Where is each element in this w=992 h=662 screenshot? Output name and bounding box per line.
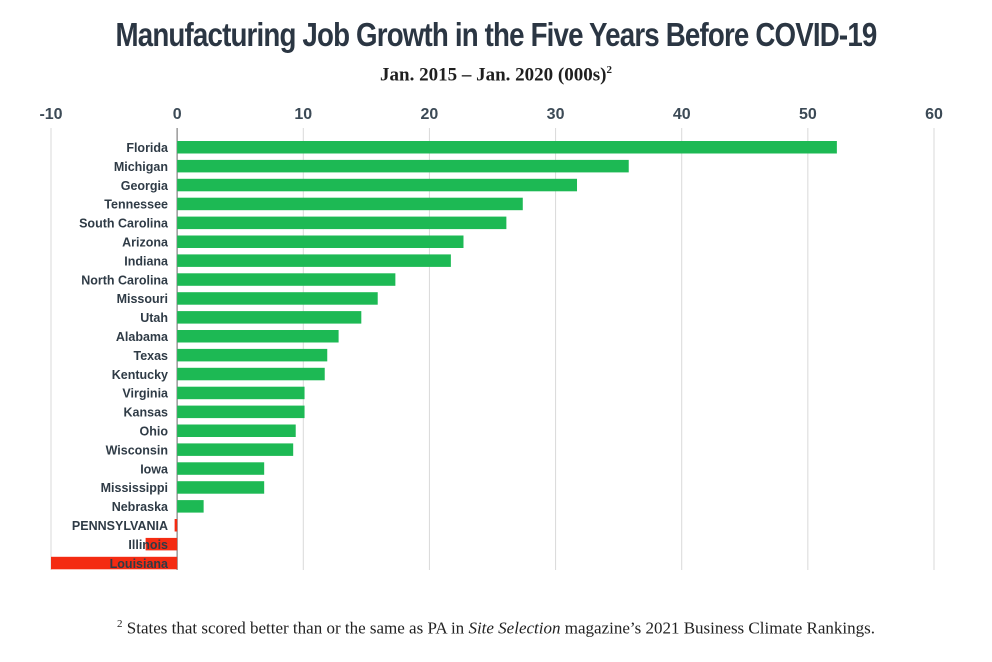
bar — [177, 405, 305, 419]
bar — [177, 178, 578, 192]
chart-subtitle: Jan. 2015 – Jan. 2020 (000s)2 — [0, 64, 992, 86]
category-label: Michigan — [114, 160, 168, 174]
bar — [177, 235, 464, 248]
footnote: 2 States that scored better than or the … — [0, 618, 992, 639]
category-label: Mississippi — [101, 481, 168, 495]
x-tick-label: 30 — [547, 106, 565, 123]
axis-tick-labels: -10 0 10 20 30 40 50 60 — [39, 106, 943, 123]
bar — [177, 443, 294, 456]
category-label: Iowa — [140, 462, 169, 476]
x-tick-label: 60 — [925, 106, 943, 123]
bar — [145, 537, 178, 551]
x-tick-label: 20 — [421, 106, 439, 123]
category-label: Kentucky — [112, 368, 168, 382]
category-label: Arizona — [122, 236, 169, 250]
bar — [174, 519, 178, 532]
footnote-text-after: magazine’s 2021 Business Climate Ranking… — [560, 618, 875, 638]
footnote-text-before: States that scored better than or the sa… — [126, 618, 469, 638]
subtitle-text: Jan. 2015 – Jan. 2020 (000s) — [380, 64, 607, 86]
category-label: Alabama — [116, 330, 169, 344]
bar — [177, 386, 305, 400]
bar — [177, 254, 451, 267]
category-label: South Carolina — [79, 217, 169, 231]
category-label: PENNSYLVANIA — [72, 519, 168, 533]
footnote-publication: Site Selection — [468, 618, 561, 638]
category-label: Louisiana — [110, 557, 169, 571]
x-tick-label: 10 — [294, 106, 312, 123]
bar — [177, 481, 265, 494]
category-label: Missouri — [117, 292, 168, 306]
bar — [177, 348, 328, 362]
footnote-marker: 2 — [117, 618, 123, 630]
bar — [177, 500, 204, 513]
category-label: Wisconsin — [106, 443, 168, 457]
category-label: Tennessee — [104, 198, 168, 212]
x-tick-label: 50 — [799, 106, 817, 123]
bar — [177, 311, 362, 324]
bar — [177, 330, 339, 343]
category-label: Ohio — [140, 425, 169, 439]
bar — [177, 197, 523, 211]
category-label: North Carolina — [81, 273, 169, 287]
x-tick-label: 40 — [673, 106, 691, 123]
category-label: Virginia — [122, 387, 169, 401]
x-tick-label: 0 — [173, 106, 182, 123]
category-label: Florida — [126, 141, 169, 155]
bar — [177, 159, 629, 173]
chart-title: Manufacturing Job Growth in the Five Yea… — [115, 16, 878, 53]
category-label: Kansas — [124, 406, 169, 420]
bar — [177, 141, 837, 154]
category-label: Indiana — [124, 254, 169, 268]
bar — [177, 424, 296, 437]
bar — [177, 273, 396, 286]
x-tick-label: -10 — [39, 106, 62, 123]
category-labels: Florida Michigan Georgia Tennessee South Car… — [72, 141, 169, 571]
bar — [177, 216, 507, 230]
bar — [177, 462, 265, 475]
category-label: Illinois — [128, 538, 168, 552]
bar — [177, 292, 378, 305]
category-label: Texas — [133, 349, 168, 363]
category-label: Nebraska — [112, 500, 169, 514]
bar-chart: -10 0 10 20 30 40 50 60 Florida Michigan Georgia T… — [39, 106, 943, 571]
subtitle-footnote-marker: 2 — [606, 64, 612, 76]
category-label: Utah — [140, 311, 168, 325]
category-label: Georgia — [121, 179, 169, 193]
bars — [51, 141, 837, 570]
bar — [177, 367, 325, 381]
bar — [51, 556, 178, 570]
